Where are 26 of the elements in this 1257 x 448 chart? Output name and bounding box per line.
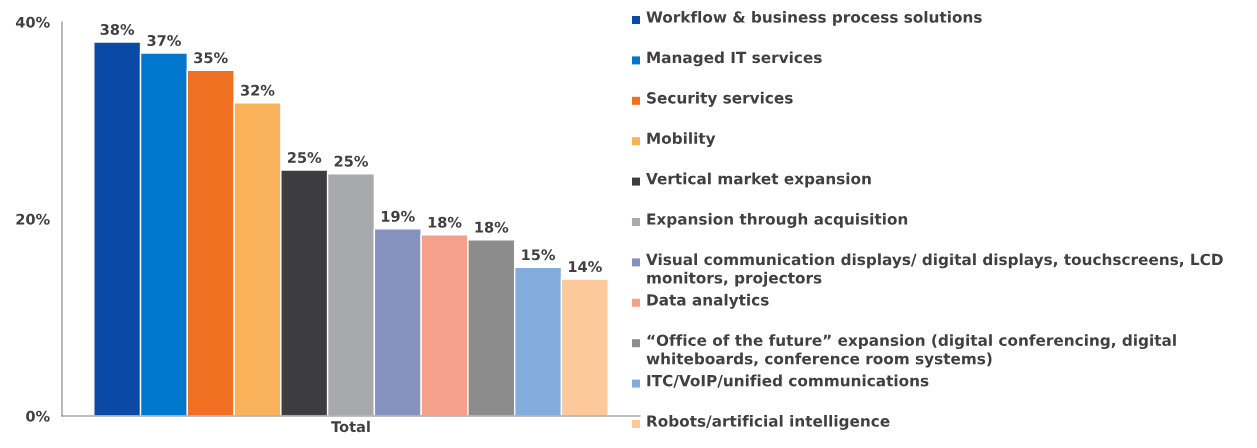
legend-label: Workflow & business process solutions <box>646 11 982 26</box>
legend-label: ITC/VoIP/unified communications <box>647 374 929 388</box>
data-label: 15% <box>522 249 556 261</box>
x-tick-label: Total <box>331 420 370 433</box>
data-label: 38% <box>100 23 135 35</box>
legend-label: Security services <box>647 91 793 107</box>
data-label: 32% <box>240 84 275 96</box>
legend-label: Expansion through acquisition <box>647 213 908 228</box>
legend-label: Mobility <box>647 132 716 148</box>
y-tick-label: 20% <box>16 213 50 225</box>
legend-label: Visual communication displays/ digital displays, touchscreens, LCD monitors, projectors <box>646 253 1223 287</box>
data-label: 18% <box>428 216 462 228</box>
data-label: 25% <box>334 155 368 167</box>
data-label: 18% <box>475 221 509 233</box>
data-label: 35% <box>194 52 228 64</box>
y-tick-label: 40% <box>15 16 50 28</box>
legend-label: “Office of the future” expansion (digital conferencing, digital whiteboards, conference room systems) <box>646 334 1176 368</box>
y-tick-label: 0% <box>26 410 50 422</box>
legend-label: Managed IT services <box>647 51 822 67</box>
legend-label: Data analytics <box>647 293 769 309</box>
data-label: 14% <box>569 261 602 273</box>
data-label: 25% <box>287 152 322 164</box>
legend-label: Robots/artificial intelligence <box>647 415 890 430</box>
legend-label: Vertical market expansion <box>646 172 871 188</box>
data-label: 19% <box>381 210 415 222</box>
data-label: 37% <box>147 35 181 47</box>
